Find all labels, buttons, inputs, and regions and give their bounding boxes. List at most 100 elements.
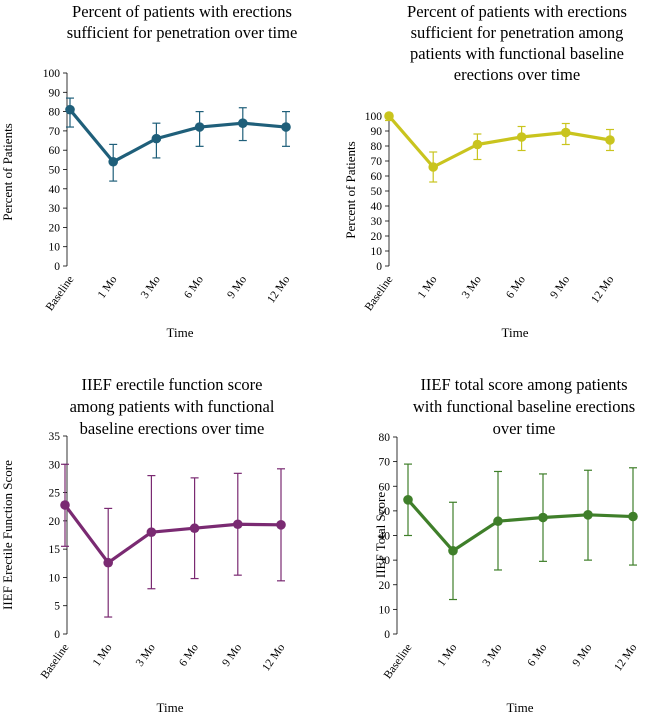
chart-title-line: sufficient for penetration over time xyxy=(67,23,298,42)
y-tick-label: 0 xyxy=(54,629,60,641)
y-axis-label: Percent of Patients xyxy=(343,141,358,238)
x-tick-label: 12 Mo xyxy=(612,642,639,674)
x-tick-label: 3 Mo xyxy=(139,274,163,301)
y-tick-label: 100 xyxy=(43,68,61,80)
data-point xyxy=(403,494,413,505)
y-tick-label: 90 xyxy=(371,126,383,138)
x-tick-label: 3 Mo xyxy=(460,274,484,301)
chart-title-line: with functional baseline erections xyxy=(413,397,635,416)
data-point xyxy=(516,132,527,142)
x-tick-label: Baseline xyxy=(382,642,415,681)
data-point xyxy=(428,162,439,172)
y-tick-label: 0 xyxy=(376,261,382,273)
y-tick-label: 50 xyxy=(371,186,383,198)
x-tick-label: 9 Mo xyxy=(220,642,244,669)
y-tick-label: 80 xyxy=(49,107,61,119)
y-axis-label: IIEF Total Score xyxy=(373,492,388,578)
y-tick-label: 70 xyxy=(379,457,391,469)
y-tick-label: 50 xyxy=(379,506,391,518)
y-tick-label: 0 xyxy=(54,261,60,273)
y-tick-label: 80 xyxy=(379,432,391,444)
chart-title-line: IIEF erectile function score xyxy=(82,375,263,394)
y-axis-label: IIEF Erectile Function Score xyxy=(0,460,15,610)
data-point xyxy=(233,519,243,530)
x-axis-label: Time xyxy=(167,325,194,340)
data-point xyxy=(605,135,615,145)
series-line xyxy=(68,108,287,164)
chart-title-line: among patients with functional xyxy=(70,397,275,416)
x-tick-label: 6 Mo xyxy=(177,642,201,669)
chart-title: IIEF total score among patients with func… xyxy=(413,375,635,438)
y-tick-label: 50 xyxy=(49,165,61,177)
chart-title-line: sufficient for penetration among xyxy=(411,23,624,42)
y-tick-label: 30 xyxy=(49,203,61,215)
data-point xyxy=(238,118,248,128)
data-point xyxy=(60,500,70,510)
x-tick-label: 12 Mo xyxy=(265,274,292,306)
y-tick-label: 10 xyxy=(49,242,61,254)
x-tick-label: Baseline xyxy=(39,642,72,681)
x-axis-label: Time xyxy=(502,325,529,340)
y-tick-label: 25 xyxy=(49,488,61,500)
y-tick-label: 0 xyxy=(384,629,390,641)
data-point xyxy=(384,111,394,121)
y-tick-label: 40 xyxy=(49,184,61,196)
y-tick-label: 90 xyxy=(49,87,61,99)
x-tick-label: 9 Mo xyxy=(571,642,595,669)
x-tick-label: 6 Mo xyxy=(504,274,528,301)
y-tick-label: 30 xyxy=(49,459,61,471)
x-tick-label: 1 Mo xyxy=(96,274,120,301)
data-point xyxy=(448,545,458,556)
y-tick-label: 80 xyxy=(371,141,383,153)
y-tick-label: 5 xyxy=(54,601,60,613)
series-line xyxy=(406,498,634,553)
y-tick-label: 40 xyxy=(379,531,391,543)
chart-title-line: IIEF total score among patients xyxy=(420,375,627,394)
series-line xyxy=(63,504,282,565)
y-tick-label: 40 xyxy=(371,201,383,213)
data-point xyxy=(583,510,593,520)
x-tick-label: 1 Mo xyxy=(416,274,440,301)
x-tick-label: 6 Mo xyxy=(182,274,206,301)
data-point xyxy=(472,139,483,150)
chart-title-line: patients with functional baseline xyxy=(410,44,624,63)
y-tick-label: 10 xyxy=(379,604,391,616)
x-tick-label: Baseline xyxy=(363,274,396,313)
data-point xyxy=(276,520,286,530)
y-tick-label: 30 xyxy=(371,216,383,228)
y-tick-label: 100 xyxy=(365,111,383,123)
x-tick-label: Baseline xyxy=(44,274,77,313)
y-tick-label: 20 xyxy=(371,231,383,243)
data-point xyxy=(146,527,157,537)
y-tick-label: 60 xyxy=(371,171,383,183)
x-tick-label: 1 Mo xyxy=(436,642,460,669)
chart-title: IIEF erectile function score among patien… xyxy=(70,375,275,438)
panel-iief-erectile-function-score: IIEF erectile function score among patien… xyxy=(0,375,288,714)
y-tick-label: 70 xyxy=(371,156,383,168)
chart-title-line: Percent of patients with erections xyxy=(72,2,292,21)
panel-iief-total-score: IIEF total score among patients with func… xyxy=(373,375,640,714)
y-tick-label: 10 xyxy=(49,572,61,584)
x-tick-label: 1 Mo xyxy=(91,642,115,669)
data-point xyxy=(628,511,638,522)
x-axis-label: Time xyxy=(157,700,184,714)
y-axis-label: Percent of Patients xyxy=(0,123,15,220)
x-axis-label: Time xyxy=(507,700,534,714)
y-tick-label: 20 xyxy=(49,222,61,234)
chart-title: Percent of patients with erections suffic… xyxy=(67,2,298,42)
y-tick-label: 30 xyxy=(379,555,391,567)
x-tick-label: 3 Mo xyxy=(134,642,158,669)
series-line xyxy=(387,114,611,169)
data-point xyxy=(151,133,162,144)
data-point xyxy=(538,512,548,523)
data-point xyxy=(189,523,200,534)
chart-title: Percent of patients with erections suffic… xyxy=(407,2,627,84)
panel-percent-erections-penetration: Percent of patients with erections suffic… xyxy=(0,2,297,340)
y-tick-label: 10 xyxy=(371,246,383,258)
data-point xyxy=(194,122,205,132)
y-tick-label: 60 xyxy=(49,145,61,157)
data-point xyxy=(493,516,503,527)
y-tick-label: 15 xyxy=(49,544,61,556)
y-tick-label: 35 xyxy=(49,431,61,443)
